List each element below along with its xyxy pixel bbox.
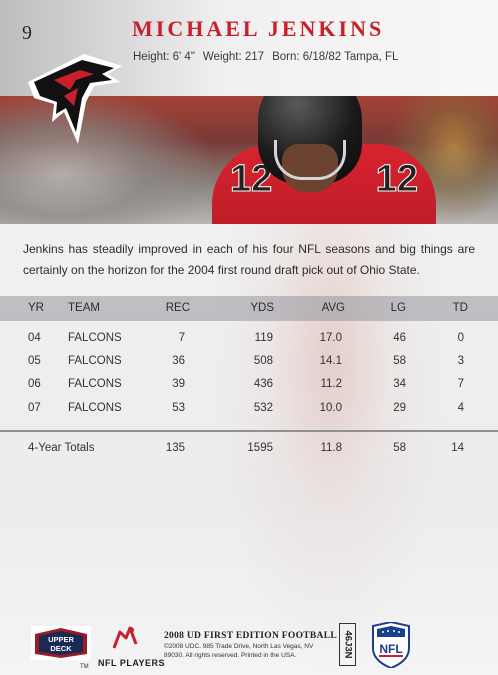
- header-avg: AVG: [321, 302, 345, 314]
- upper-deck-logo-icon: UPPER DECK: [31, 626, 91, 660]
- cell-team: FALCONS: [68, 332, 122, 344]
- card-footer: UPPER DECK TM NFL PLAYERS 2008 UD FIRST …: [0, 614, 498, 675]
- legal-text: ©2008 UDC. 985 Trade Drive, North Las Ve…: [164, 643, 314, 659]
- stats-header-row: YR TEAM REC YDS AVG LG TD: [0, 296, 498, 321]
- cell-yds: 119: [254, 332, 273, 344]
- stats-table: YR TEAM REC YDS AVG LG TD 04 FALCONS 7 1…: [0, 296, 498, 454]
- table-row: 06 FALCONS 39 436 11.2 34 7: [0, 378, 498, 398]
- nfl-shield-text: NFL: [379, 642, 402, 656]
- cell-yds: 508: [253, 355, 273, 367]
- card-code-box: 46J3N: [339, 623, 356, 666]
- cell-lg: 46: [393, 332, 406, 344]
- totals-row: 4-Year Totals 135 1595 11.8 58 14: [0, 442, 498, 462]
- cell-team: FALCONS: [68, 402, 122, 414]
- player-description: Jenkins has steadily improved in each of…: [23, 242, 475, 277]
- cell-lg: 58: [393, 355, 406, 367]
- cell-yr: 05: [28, 355, 41, 367]
- nfl-players-icon: [112, 626, 138, 649]
- cell-lg: 29: [393, 402, 406, 414]
- totals-td: 14: [451, 442, 464, 454]
- totals-label: 4-Year Totals: [28, 442, 95, 454]
- cell-avg: 17.0: [319, 332, 342, 344]
- cell-rec: 39: [172, 378, 185, 390]
- jersey-number-right: 12: [375, 158, 418, 201]
- totals-yds: 1595: [247, 442, 273, 454]
- header-team: TEAM: [68, 302, 100, 314]
- cell-rec: 7: [178, 332, 185, 344]
- cell-team: FALCONS: [68, 378, 122, 390]
- header-yr: YR: [28, 302, 44, 314]
- set-name: 2008 UD FIRST EDITION FOOTBALL: [164, 631, 337, 641]
- bio-height: Height: 6' 4": [133, 51, 195, 63]
- cell-avg: 14.1: [319, 355, 342, 367]
- cell-td: 3: [457, 355, 464, 367]
- totals-divider: [0, 430, 498, 432]
- player-photo: 12 12: [0, 96, 498, 224]
- player-bio: Height: 6' 4" Weight: 217 Born: 6/18/82 Ta…: [133, 51, 398, 63]
- bio-weight: Weight: 217: [202, 51, 265, 63]
- facemask: [274, 140, 346, 180]
- falcons-logo-icon: [28, 54, 122, 144]
- cell-lg: 34: [393, 378, 406, 390]
- upper-deck-logo-text-bottom: DECK: [50, 644, 72, 653]
- table-row: 04 FALCONS 7 119 17.0 46 0: [0, 332, 498, 352]
- header-lg: LG: [390, 302, 406, 314]
- table-row: 05 FALCONS 36 508 14.1 58 3: [0, 355, 498, 375]
- totals-rec: 135: [165, 442, 185, 454]
- cell-td: 7: [457, 378, 464, 390]
- totals-avg: 11.8: [320, 442, 342, 454]
- totals-lg: 58: [393, 442, 406, 454]
- player-name: MICHAEL JENKINS: [132, 16, 385, 41]
- cell-team: FALCONS: [68, 355, 122, 367]
- header-td: TD: [452, 302, 468, 314]
- card-number: 9: [22, 22, 32, 44]
- cell-yr: 07: [28, 402, 41, 414]
- cell-yr: 06: [28, 378, 41, 390]
- bio-born: Born: 6/18/82 Tampa, FL: [272, 51, 399, 63]
- crowd-background: [0, 96, 210, 224]
- cell-yds: 532: [253, 402, 273, 414]
- upper-deck-logo-text-top: UPPER: [48, 635, 74, 644]
- table-row: 07 FALCONS 53 532 10.0 29 4: [0, 402, 498, 422]
- trademark-mark: TM: [80, 664, 89, 670]
- nfl-shield-icon: NFL: [372, 622, 410, 668]
- cell-avg: 10.0: [319, 402, 342, 414]
- cell-td: 4: [457, 402, 464, 414]
- header-yds: YDS: [250, 302, 274, 314]
- header-rec: REC: [165, 302, 190, 314]
- nfl-players-label: NFL PLAYERS: [98, 658, 166, 668]
- cell-rec: 36: [172, 355, 185, 367]
- cell-td: 0: [457, 332, 464, 344]
- card-code: 46J3N: [342, 630, 354, 659]
- cell-rec: 53: [172, 402, 185, 414]
- cell-yds: 436: [253, 378, 273, 390]
- cell-avg: 11.2: [320, 378, 342, 390]
- cell-yr: 04: [28, 332, 41, 344]
